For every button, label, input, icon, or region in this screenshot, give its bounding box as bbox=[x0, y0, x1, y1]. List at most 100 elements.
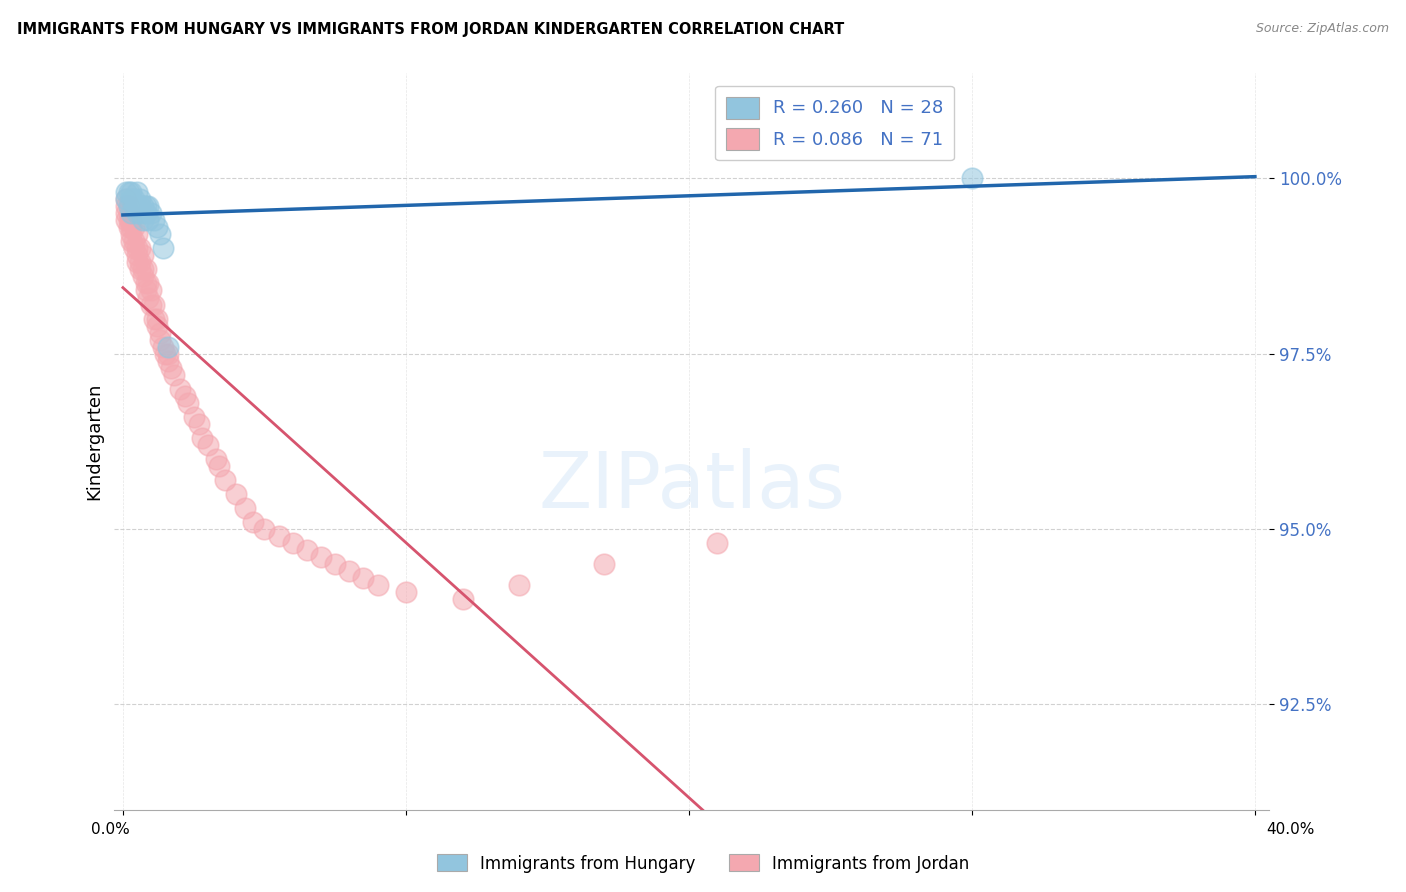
Point bbox=[120, 186, 142, 200]
Point bbox=[451, 592, 474, 607]
Point bbox=[128, 262, 150, 277]
Point bbox=[146, 311, 169, 326]
Point bbox=[114, 199, 136, 213]
Point bbox=[149, 333, 172, 347]
Point bbox=[155, 346, 177, 360]
Point bbox=[242, 515, 264, 529]
Point bbox=[132, 269, 155, 284]
Point bbox=[395, 585, 418, 599]
Point bbox=[157, 340, 180, 354]
Point bbox=[128, 192, 150, 206]
Point bbox=[132, 262, 155, 277]
Point bbox=[120, 206, 142, 220]
Point bbox=[138, 199, 160, 213]
Point bbox=[157, 353, 180, 368]
Point bbox=[114, 192, 136, 206]
Point bbox=[117, 213, 139, 227]
Text: ZIPatlas: ZIPatlas bbox=[538, 448, 845, 524]
Point bbox=[337, 564, 360, 578]
Point bbox=[122, 241, 145, 255]
Point bbox=[122, 235, 145, 249]
Text: Source: ZipAtlas.com: Source: ZipAtlas.com bbox=[1256, 22, 1389, 36]
Text: 0.0%: 0.0% bbox=[91, 822, 131, 837]
Point bbox=[146, 318, 169, 333]
Point bbox=[183, 409, 205, 424]
Point bbox=[253, 522, 276, 536]
Point bbox=[706, 536, 728, 550]
Point bbox=[117, 199, 139, 213]
Point bbox=[117, 186, 139, 200]
Point bbox=[508, 578, 530, 592]
Point bbox=[191, 431, 214, 445]
Point bbox=[125, 227, 148, 242]
Point bbox=[120, 192, 142, 206]
Point bbox=[143, 297, 166, 311]
Point bbox=[141, 206, 163, 220]
Point bbox=[125, 206, 148, 220]
Point bbox=[152, 241, 174, 255]
Point bbox=[125, 241, 148, 255]
Legend: Immigrants from Hungary, Immigrants from Jordan: Immigrants from Hungary, Immigrants from… bbox=[430, 847, 976, 880]
Point bbox=[174, 389, 197, 403]
Point bbox=[128, 199, 150, 213]
Point bbox=[960, 171, 983, 186]
Point bbox=[267, 529, 290, 543]
Point bbox=[125, 255, 148, 269]
Point bbox=[114, 206, 136, 220]
Point bbox=[353, 571, 375, 585]
Point bbox=[143, 311, 166, 326]
Point bbox=[120, 235, 142, 249]
Text: IMMIGRANTS FROM HUNGARY VS IMMIGRANTS FROM JORDAN KINDERGARTEN CORRELATION CHART: IMMIGRANTS FROM HUNGARY VS IMMIGRANTS FR… bbox=[17, 22, 844, 37]
Point bbox=[120, 227, 142, 242]
Point bbox=[163, 368, 186, 382]
Point bbox=[233, 501, 256, 516]
Point bbox=[177, 396, 200, 410]
Point bbox=[114, 192, 136, 206]
Point bbox=[152, 340, 174, 354]
Point bbox=[138, 213, 160, 227]
Point bbox=[214, 473, 236, 487]
Point bbox=[138, 277, 160, 291]
Point bbox=[117, 220, 139, 235]
Point bbox=[141, 284, 163, 298]
Point bbox=[157, 346, 180, 360]
Point bbox=[146, 220, 169, 235]
Point bbox=[197, 438, 219, 452]
Point bbox=[114, 186, 136, 200]
Point bbox=[117, 199, 139, 213]
Point bbox=[323, 557, 346, 571]
Point bbox=[281, 536, 304, 550]
Point bbox=[208, 458, 231, 473]
Point bbox=[117, 206, 139, 220]
Point bbox=[120, 220, 142, 235]
Point bbox=[160, 360, 183, 375]
Point bbox=[135, 277, 157, 291]
Point bbox=[593, 557, 616, 571]
Point bbox=[122, 192, 145, 206]
Text: 40.0%: 40.0% bbox=[1267, 822, 1315, 837]
Y-axis label: Kindergarten: Kindergarten bbox=[86, 383, 103, 500]
Point bbox=[367, 578, 389, 592]
Point bbox=[135, 284, 157, 298]
Point bbox=[128, 206, 150, 220]
Point bbox=[125, 199, 148, 213]
Point bbox=[122, 199, 145, 213]
Point bbox=[128, 255, 150, 269]
Point bbox=[132, 213, 155, 227]
Point bbox=[122, 220, 145, 235]
Point bbox=[135, 199, 157, 213]
Point bbox=[169, 382, 191, 396]
Point bbox=[205, 451, 228, 466]
Point bbox=[149, 326, 172, 340]
Point bbox=[132, 199, 155, 213]
Point bbox=[143, 213, 166, 227]
Point bbox=[135, 262, 157, 277]
Point bbox=[128, 241, 150, 255]
Point bbox=[138, 291, 160, 305]
Point bbox=[225, 487, 247, 501]
Point bbox=[114, 213, 136, 227]
Point bbox=[132, 248, 155, 262]
Point bbox=[125, 186, 148, 200]
Point bbox=[309, 550, 332, 565]
Point bbox=[149, 227, 172, 242]
